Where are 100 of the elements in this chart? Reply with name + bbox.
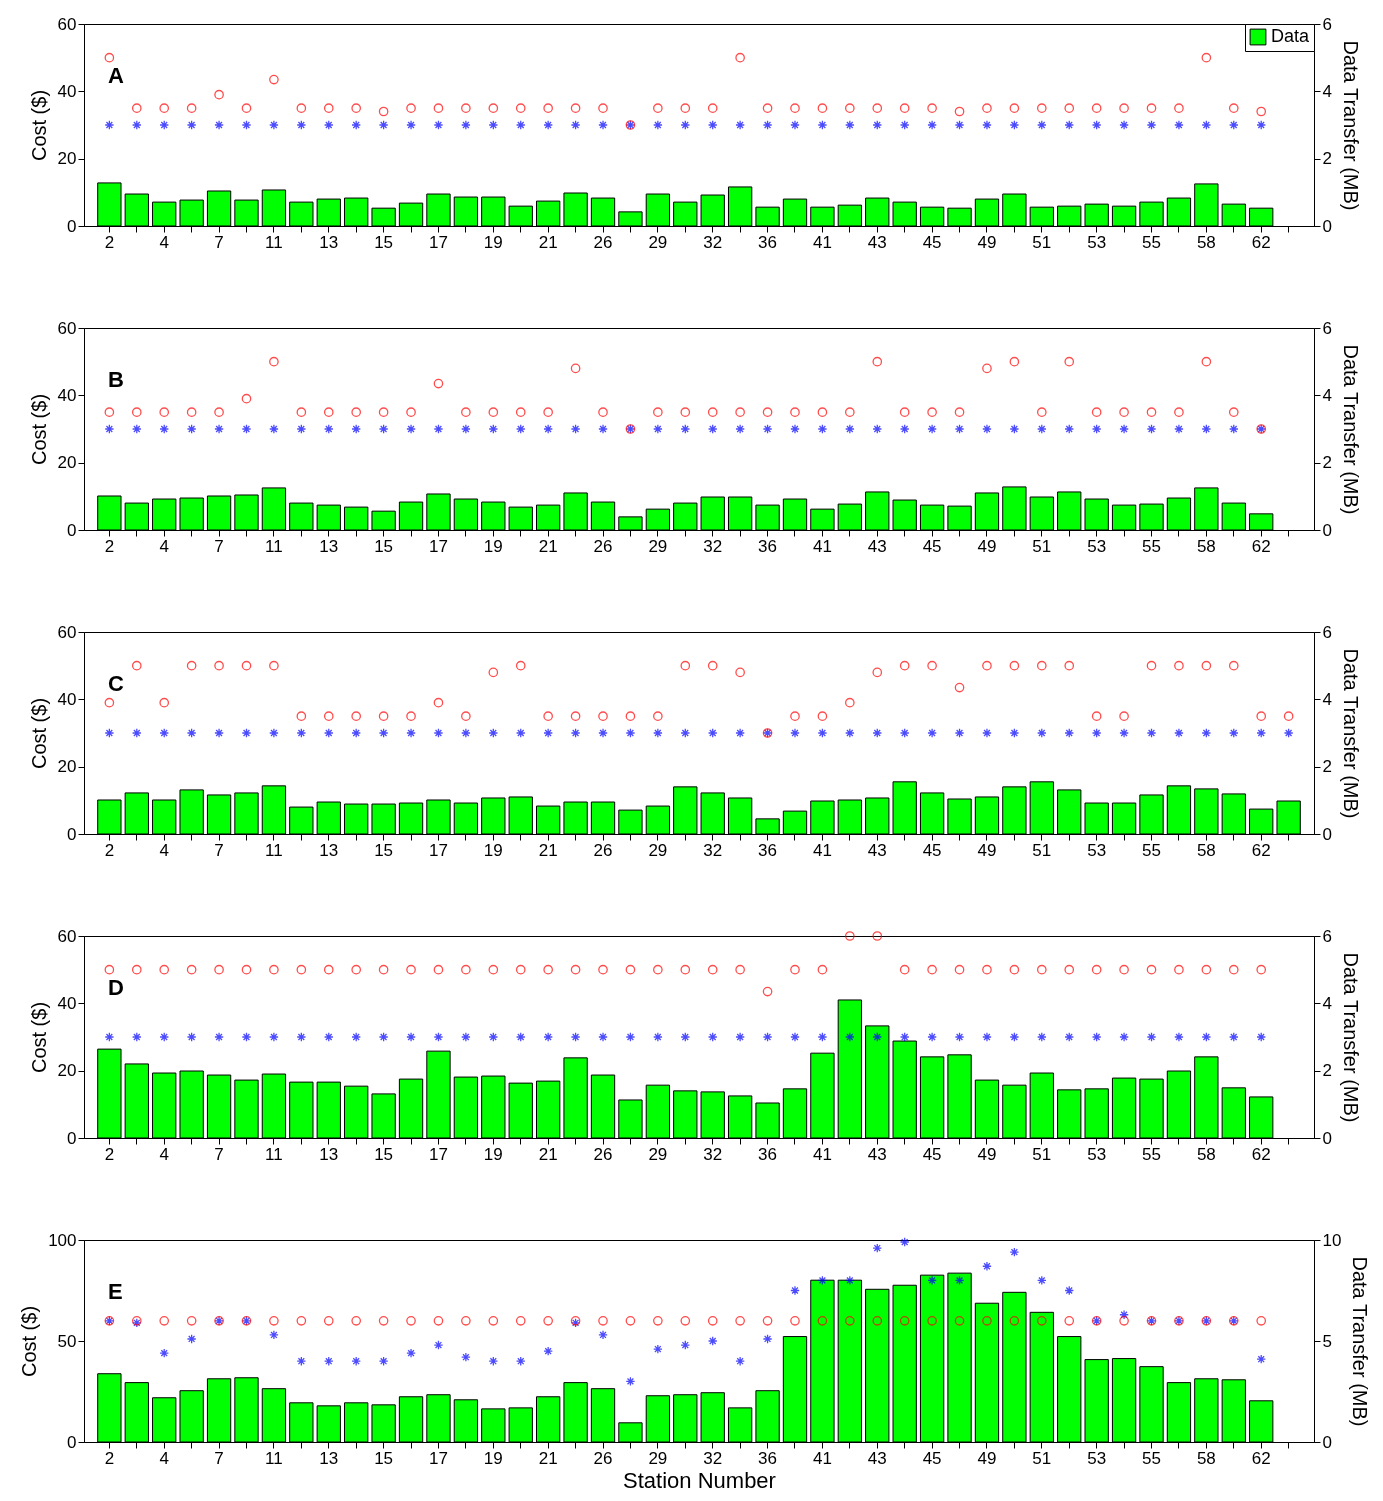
point: [1146, 424, 1157, 434]
point: [351, 103, 362, 113]
point: [433, 120, 444, 130]
point: [762, 407, 773, 417]
x-tick-label: 21: [538, 232, 558, 252]
x-tick-label: 21: [538, 1144, 558, 1164]
x-tick-label: 19: [483, 536, 503, 556]
point: [104, 964, 115, 975]
x-tick-label: 19: [483, 840, 503, 860]
point: [461, 407, 471, 417]
point: [1064, 424, 1075, 434]
point: [1146, 120, 1157, 130]
point: [406, 120, 416, 130]
point: [817, 1275, 828, 1286]
x-tick-label: 43: [867, 536, 887, 556]
point: [570, 363, 581, 374]
point: [1036, 964, 1047, 975]
point: [735, 120, 745, 130]
point: [515, 1356, 526, 1367]
point: [817, 407, 828, 417]
x-tick-label: 2: [104, 840, 115, 860]
point: [598, 120, 608, 130]
point: [461, 1352, 471, 1362]
point: [159, 424, 170, 434]
point: [872, 728, 883, 738]
point: [159, 120, 170, 130]
point: [1009, 424, 1020, 434]
point: [214, 120, 224, 130]
point: [762, 120, 773, 130]
point: [186, 1315, 197, 1326]
y-tick-label: 0: [67, 824, 77, 844]
point: [570, 728, 581, 738]
x-tick-label: 17: [429, 1144, 448, 1164]
x-tick-label: 7: [214, 536, 224, 556]
x-tick-label: 58: [1196, 1448, 1216, 1468]
point: [954, 424, 965, 434]
point: [351, 964, 362, 975]
x-tick-label: 45: [922, 536, 942, 556]
x-tick-label: 36: [758, 536, 778, 556]
point: [159, 728, 170, 738]
point: [378, 1356, 389, 1367]
point: [1119, 1032, 1129, 1042]
point: [543, 1346, 553, 1356]
point: [707, 103, 718, 113]
point: [461, 120, 471, 130]
x-tick-label: 55: [1142, 840, 1161, 860]
point: [1201, 964, 1212, 975]
point: [598, 1315, 608, 1326]
point: [653, 728, 663, 738]
point: [186, 1334, 197, 1344]
point: [1256, 106, 1267, 117]
x-tick-label: 29: [648, 840, 668, 860]
x-tick-label: 41: [812, 536, 832, 556]
point: [790, 1285, 800, 1296]
point: [899, 660, 910, 671]
x-tick-label: 17: [429, 536, 448, 556]
point: [461, 424, 471, 434]
point: [1174, 407, 1184, 417]
point: [1201, 356, 1212, 367]
point: [1201, 120, 1212, 130]
point: [982, 424, 992, 434]
x-tick-label: 43: [867, 232, 887, 252]
point: [707, 660, 718, 671]
point: [598, 1032, 608, 1042]
x-tick-label: 2: [104, 536, 115, 556]
point: [323, 424, 334, 434]
point: [241, 1032, 252, 1042]
point: [1036, 1275, 1047, 1286]
x-tick-label: 41: [812, 840, 832, 860]
point: [1146, 1032, 1157, 1042]
x-tick-label: 2: [104, 1448, 115, 1468]
point: [1228, 1032, 1239, 1042]
point: [735, 964, 745, 975]
point: [1036, 1315, 1047, 1326]
y-tick-label: 20: [57, 453, 77, 473]
x-tick-label: 41: [812, 232, 832, 252]
x-tick-label: 2: [104, 1144, 115, 1164]
point: [104, 407, 115, 417]
point: [159, 407, 170, 417]
x-tick-label: 36: [758, 840, 778, 860]
x-tick-label: 15: [374, 1144, 394, 1164]
point: [680, 407, 691, 417]
y2-axis-title: Data Transfer (MB): [1339, 648, 1362, 819]
point: [1201, 424, 1212, 434]
point: [845, 424, 855, 434]
point: [899, 964, 910, 975]
point: [1174, 660, 1184, 671]
x-tick-label: 58: [1196, 840, 1216, 860]
point: [1091, 424, 1102, 434]
point: [1119, 1315, 1129, 1326]
point: [817, 711, 828, 721]
point: [214, 424, 224, 434]
x-tick-label: 4: [159, 840, 169, 860]
point: [570, 964, 581, 975]
point: [1009, 1032, 1020, 1042]
point: [104, 697, 115, 708]
point: [269, 1032, 279, 1042]
y-tick-label: 60: [57, 14, 77, 34]
point: [927, 964, 937, 975]
y-tick-label: 40: [57, 689, 77, 709]
